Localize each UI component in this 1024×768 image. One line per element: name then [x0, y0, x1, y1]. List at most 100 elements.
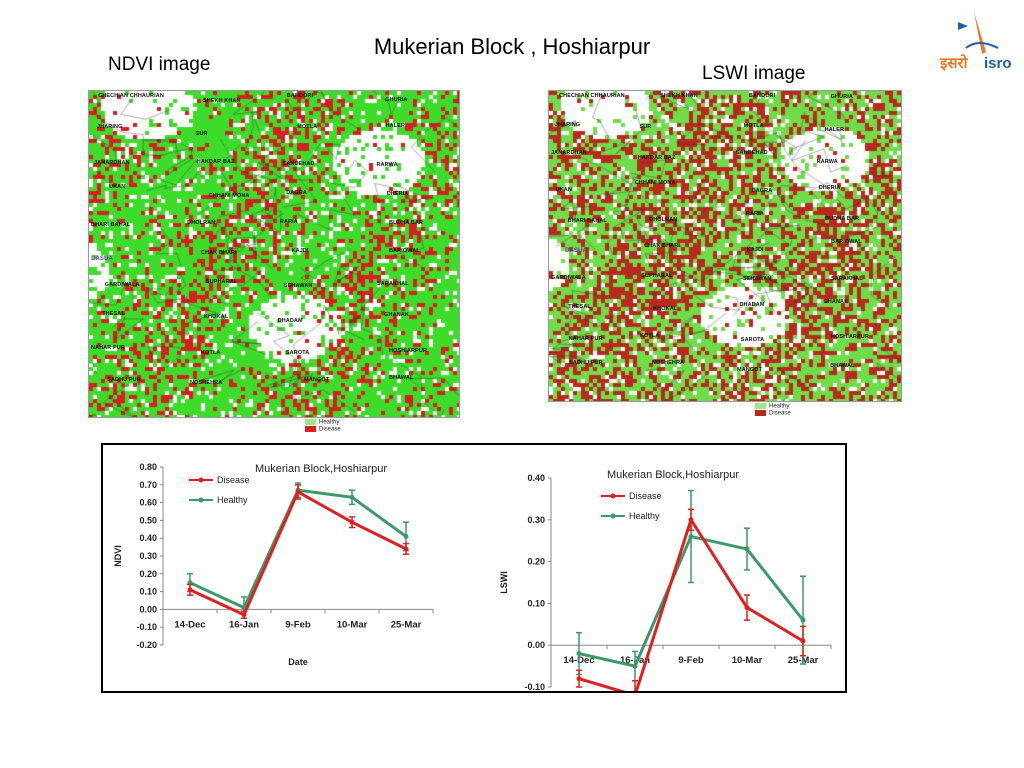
- slide-title: Mukerian Block , Hoshiarpur: [373, 34, 651, 59]
- y-tick-label: -0.20: [136, 640, 157, 650]
- legend-label-disease: Disease: [769, 410, 791, 417]
- y-tick-label: 0.70: [139, 480, 157, 490]
- village-label: UKAN: [109, 184, 126, 191]
- village-label: KHOKAL: [653, 306, 678, 313]
- village-label: SUPHARAL: [641, 273, 673, 280]
- legend-marker-disease: [198, 477, 204, 483]
- y-tick-label: 0.60: [139, 498, 157, 508]
- village-label: THESAL: [568, 304, 591, 311]
- village-label: GHANAK: [823, 299, 849, 306]
- village-label: CHAK BHARI: [200, 249, 237, 256]
- village-label: NAHAR PUR: [568, 335, 603, 342]
- data-point-disease: [295, 489, 301, 495]
- lswi-map: CHECHIAN CHHAURIAN SHEKH KHAN BANDORI GHURI…: [548, 90, 902, 402]
- village-label: DHADAM: [277, 317, 303, 324]
- lswi-map-raster: [549, 91, 901, 401]
- village-label: DHOLRAN: [187, 219, 216, 226]
- data-point-healthy: [403, 533, 409, 539]
- y-tick-label: 0.10: [139, 587, 157, 597]
- village-label: CHECHIAN CHHAURIAN: [559, 93, 625, 99]
- village-label: MOTLA: [297, 123, 318, 130]
- village-label: BHAWAL: [830, 362, 855, 369]
- village-label: SUR: [195, 130, 208, 137]
- village-label: SANDEHAD: [735, 150, 768, 157]
- logo-rocket-icon: [974, 12, 986, 54]
- village-label: GARDIWALA: [104, 281, 140, 288]
- data-point-healthy: [349, 494, 355, 500]
- x-tick-label: 14-Dec: [174, 619, 205, 630]
- village-label: KAJDI: [746, 246, 764, 253]
- village-label: GHURIA: [830, 94, 853, 101]
- y-tick-label: 0.30: [527, 515, 545, 525]
- data-point-healthy: [632, 663, 638, 669]
- data-point-disease: [403, 546, 409, 552]
- ndvi-map: CHECHIAN CHHAURIAN SHEKH KHAN BANDORI GHURI…: [88, 90, 460, 418]
- village-label: CHAK BHARI: [644, 242, 680, 249]
- lswi-legend: Healthy Disease: [755, 403, 791, 416]
- village-label: HAKDAR BAZ: [637, 154, 676, 161]
- village-label: DHOLRAN: [649, 216, 678, 223]
- village-label: BANDORI: [748, 93, 776, 99]
- village-label: NOSHEHRA: [190, 380, 223, 387]
- chart-title: Mukerian Block,Hoshiarpur: [255, 463, 387, 475]
- x-tick-label: 9-Feb: [285, 619, 311, 630]
- village-label: JHARING: [554, 122, 581, 129]
- y-tick-label: 0.80: [139, 462, 157, 472]
- legend-marker-healthy: [610, 513, 616, 519]
- village-label: BHARI BAHAL: [91, 221, 131, 228]
- x-tick-label: 25-Mar: [391, 619, 422, 630]
- isro-logo: इसरो isro: [938, 8, 1024, 78]
- x-tick-label: 9-Feb: [678, 655, 704, 666]
- village-label: CHECHIAN CHHAURIAN: [98, 93, 164, 99]
- village-label: SARAKHAL: [377, 281, 409, 288]
- data-point-disease: [688, 517, 694, 523]
- legend-marker-disease: [610, 493, 616, 499]
- data-point-disease: [800, 638, 806, 644]
- village-label: SEHAWAN: [742, 275, 772, 282]
- village-label: SADHU PUR: [107, 377, 141, 384]
- village-label: MANGOT: [737, 366, 763, 373]
- village-label: DHADAM: [739, 301, 765, 308]
- village-label: GHANAK: [384, 311, 409, 318]
- logo-hindi-text: इसरो: [939, 54, 969, 72]
- lswi-map-title: LSWI image: [702, 63, 806, 84]
- village-label: KAJDI: [291, 247, 309, 254]
- village-label: BUDHA BAR: [825, 215, 860, 222]
- village-label: CHHANI MONA: [634, 180, 676, 187]
- village-label: KHOKAL: [204, 313, 229, 320]
- village-label: DASUA: [565, 247, 587, 254]
- y-tick-label: 0.10: [527, 598, 545, 608]
- village-label: BHAWAL: [389, 375, 414, 382]
- logo-satellite-icon: [958, 22, 968, 30]
- y-axis-label: NDVI: [113, 545, 123, 567]
- data-point-disease: [349, 519, 355, 525]
- village-label: HALER: [824, 126, 845, 133]
- village-label: UKAN: [555, 187, 572, 194]
- y-tick-label: 0.00: [139, 604, 157, 614]
- village-label: SHEKH KHAN: [202, 98, 241, 105]
- legend-label-disease: Disease: [217, 475, 250, 485]
- isro-logo-graphic: इसरो isro: [939, 12, 1012, 72]
- x-tick-label: 10-Mar: [732, 655, 763, 666]
- legend-swatch-disease: [755, 409, 766, 416]
- y-tick-label: -0.10: [136, 622, 157, 632]
- y-tick-label: 0.40: [527, 473, 545, 483]
- x-axis-label: Date: [288, 657, 308, 667]
- legend-label-healthy: Healthy: [629, 511, 660, 521]
- legend-swatch-healthy: [305, 419, 316, 425]
- x-tick-label: 10-Mar: [337, 619, 368, 630]
- legend-swatch-disease: [305, 425, 316, 432]
- village-label: SAROTA: [740, 337, 765, 344]
- village-label: DASUA: [91, 256, 113, 263]
- charts-svg: 0.80 0.70 0.60 0.50 0.40 0.30 0.20 0.10 0.00 -0.1…: [113, 462, 832, 711]
- village-label: NAHAR PUR: [91, 344, 125, 351]
- village-label: RARIA: [279, 218, 298, 225]
- village-label: JANARDHAN: [551, 150, 587, 157]
- village-label: MOTLA: [743, 122, 764, 129]
- legend-label-healthy: Healthy: [769, 403, 790, 410]
- village-label: HAKDAR BAZ: [196, 158, 235, 165]
- legend-marker-healthy: [198, 497, 204, 503]
- x-tick-label: 16-Jan: [229, 619, 259, 630]
- village-label: KOTLA: [201, 349, 221, 356]
- village-label: JHARING: [97, 124, 123, 131]
